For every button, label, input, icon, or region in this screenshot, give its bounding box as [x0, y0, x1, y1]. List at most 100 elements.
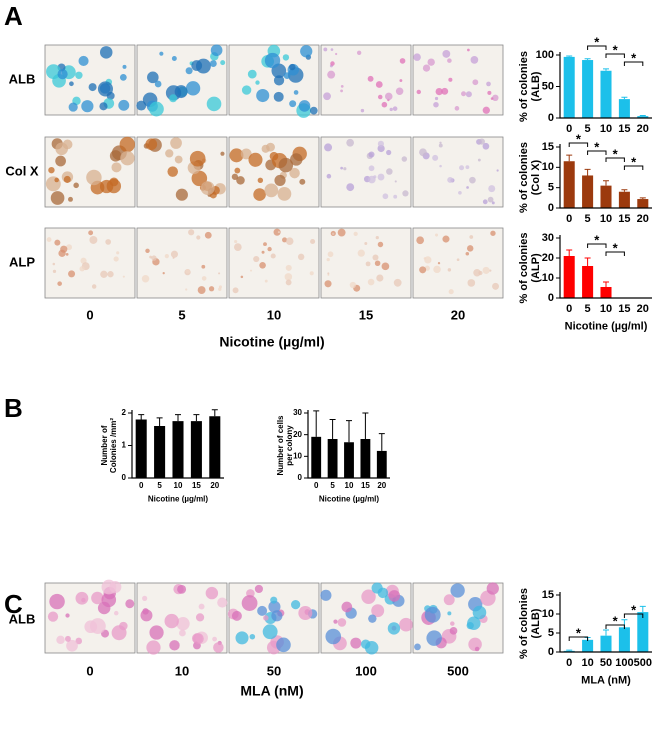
x-tick-label: 50 — [600, 657, 612, 669]
cell-colony — [176, 617, 190, 631]
cell-colony — [273, 75, 285, 86]
cell-colony — [330, 48, 334, 51]
y-tick-label: 2 — [122, 408, 127, 417]
cell-colony — [364, 242, 368, 245]
error-bar — [566, 154, 573, 162]
cell-colony — [200, 181, 215, 196]
cell-colony — [248, 152, 263, 167]
cell-colony — [57, 281, 62, 286]
cell-colony — [283, 72, 291, 80]
y-axis-title: Number of cells — [276, 415, 285, 476]
bar — [376, 450, 387, 478]
cell-colony — [75, 591, 89, 605]
micrograph — [227, 582, 320, 655]
cell-colony — [377, 241, 384, 248]
micrograph — [228, 136, 320, 208]
cell-colony — [424, 606, 441, 623]
cell-colony — [285, 279, 292, 286]
cell-colony — [360, 108, 365, 113]
cell-colony — [377, 94, 383, 100]
cell-colony — [188, 229, 195, 236]
cell-colony — [185, 81, 201, 96]
cell-colony — [68, 196, 73, 202]
cell-colony — [250, 269, 253, 272]
cell-colony — [340, 84, 344, 88]
cell-colony — [174, 155, 183, 164]
significance-bracket — [605, 624, 625, 629]
x-tick-label: 0 — [566, 657, 572, 669]
x-tick-label: 15 — [618, 123, 630, 135]
cell-colony — [299, 178, 306, 185]
cell-colony — [482, 266, 490, 274]
cell-colony — [66, 639, 78, 652]
cell-colony — [438, 143, 443, 148]
cell-colony — [470, 56, 479, 64]
significance-star: * — [576, 625, 582, 640]
cell-colony — [413, 53, 421, 61]
cell-colony — [273, 91, 284, 102]
cell-colony — [353, 231, 358, 236]
cell-colony — [360, 639, 371, 649]
cell-colony — [146, 640, 161, 655]
micrograph — [44, 579, 136, 654]
cell-colony — [177, 584, 187, 594]
cell-colony — [170, 250, 179, 258]
cell-colony — [300, 45, 313, 58]
row-label: Col X — [5, 163, 39, 178]
micrograph — [320, 582, 413, 655]
cell-colony — [461, 91, 467, 97]
cell-colony — [210, 44, 223, 57]
cell-colony — [459, 165, 465, 171]
cell-colony — [79, 266, 85, 272]
cell-colony — [386, 149, 392, 156]
cell-colony — [399, 617, 413, 632]
y-tick-label: 0 — [298, 473, 303, 482]
cell-colony — [220, 151, 225, 156]
cell-colony — [323, 92, 331, 101]
cell-colony — [276, 637, 291, 653]
y-tick-label: 10 — [542, 161, 554, 173]
cell-colony — [88, 83, 97, 92]
cell-colony — [361, 589, 376, 604]
cell-colony — [63, 175, 71, 183]
bar — [618, 191, 630, 208]
bar — [618, 627, 630, 652]
column-label: 5 — [178, 307, 185, 322]
bar — [600, 70, 612, 118]
cell-colony — [487, 196, 494, 203]
cell-colony — [114, 610, 119, 616]
y-tick-label: 0 — [548, 292, 554, 304]
column-label: 0 — [86, 307, 93, 322]
cell-colony — [367, 75, 374, 82]
cell-colony — [278, 157, 294, 173]
y-axis-title: Colonies /mm² — [109, 418, 118, 473]
cell-colony — [335, 52, 338, 56]
cell-colony — [324, 143, 333, 152]
y-axis-title: per colony — [285, 425, 294, 466]
cell-colony — [433, 265, 441, 274]
cell-colony — [337, 228, 346, 237]
cell-colony — [229, 148, 244, 163]
cell-colony — [450, 583, 465, 598]
bar — [327, 439, 338, 478]
x-tick-label: 15 — [361, 481, 370, 490]
cell-colony — [46, 237, 52, 242]
cell-colony — [285, 264, 292, 271]
micrograph — [228, 227, 320, 299]
x-tick-label: 5 — [585, 303, 591, 315]
y-tick-label: 10 — [542, 608, 554, 620]
cell-colony — [284, 273, 293, 281]
significance-bracket — [623, 165, 644, 170]
cell-colony — [401, 156, 408, 162]
cell-colony — [386, 168, 393, 175]
cell-colony — [57, 69, 68, 80]
cell-colony — [149, 625, 164, 640]
cell-colony — [52, 269, 57, 274]
x-tick-label: 0 — [566, 303, 572, 315]
cell-colony — [122, 64, 127, 69]
cell-colony — [147, 71, 159, 84]
axis-line — [559, 52, 652, 119]
bar — [618, 99, 630, 118]
cell-colony — [419, 266, 427, 274]
cell-colony — [458, 190, 462, 195]
